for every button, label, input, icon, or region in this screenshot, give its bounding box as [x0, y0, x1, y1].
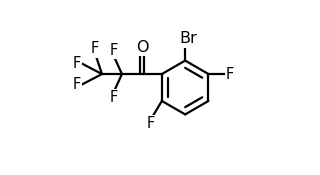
Text: F: F — [91, 41, 99, 56]
Text: F: F — [73, 77, 81, 92]
Text: F: F — [109, 90, 117, 105]
Text: O: O — [136, 40, 148, 55]
Text: F: F — [109, 43, 117, 58]
Text: F: F — [147, 116, 155, 131]
Text: F: F — [226, 66, 234, 82]
Text: F: F — [73, 56, 81, 71]
Text: Br: Br — [180, 31, 197, 46]
